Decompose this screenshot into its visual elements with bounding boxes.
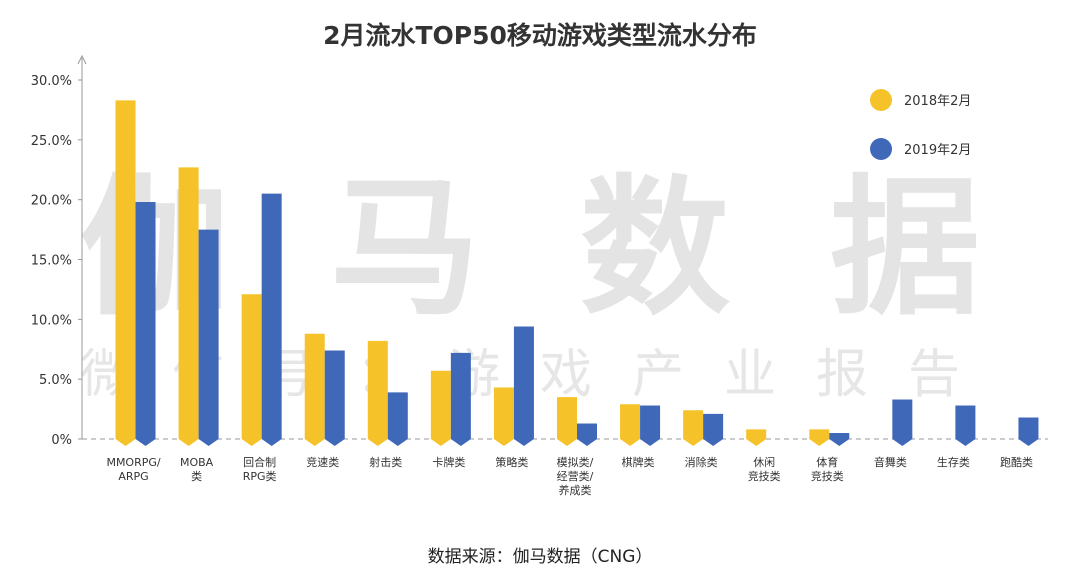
- chart-title: 2月流水TOP50移动游戏类型流水分布: [323, 21, 757, 50]
- bar-2018-7: [557, 397, 577, 446]
- bar-2019-7: [577, 423, 597, 446]
- x-category-label: 音舞类: [874, 455, 907, 469]
- axes: 0% 5.0% 10.0% 15.0% 20.0% 25.0% 30.0%: [31, 54, 1048, 448]
- x-category-label: 棋牌类: [622, 455, 655, 469]
- legend-label-2019: 2019年2月: [904, 143, 971, 158]
- bar-2019-8: [640, 405, 661, 446]
- x-category-label: 卡牌类: [432, 455, 465, 469]
- bar-2018-3: [304, 333, 325, 446]
- y-tick-label: 30.0%: [31, 74, 72, 89]
- x-category-label: 策略类: [495, 455, 528, 469]
- x-category-label: 跑酷类: [1000, 455, 1033, 469]
- x-category-label: 模拟类/经营类/养成类: [557, 455, 594, 497]
- y-tick-label: 5.0%: [39, 373, 72, 388]
- x-category-label: 生存类: [937, 455, 970, 469]
- bar-2019-13: [955, 405, 976, 446]
- bar-2019-5: [450, 352, 471, 446]
- bar-2018-10: [746, 429, 767, 446]
- bars: [115, 100, 1039, 447]
- x-category-label: MOBA 类: [180, 456, 214, 483]
- source-note: 数据来源：伽马数据（CNG）: [428, 547, 653, 567]
- legend: 2018年2月 2019年2月: [870, 89, 971, 160]
- bar-2019-12: [892, 399, 913, 446]
- y-axis-arrow: [77, 54, 87, 65]
- x-category-label: 回合制 RPG类: [243, 455, 277, 483]
- bar-2019-0: [135, 202, 156, 446]
- category-labels: MMORPG/ARPG MOBA 类 回合制 RPG类 竞速类 射击类 卡牌类 策略类 模拟类/经…: [106, 455, 1033, 497]
- bar-2019-6: [513, 326, 534, 446]
- bar-2018-9: [683, 410, 704, 446]
- bar-2018-4: [367, 340, 388, 446]
- y-tick-label: 0%: [51, 433, 72, 448]
- bar-2018-0: [115, 100, 136, 447]
- watermark: 伽马数据 微信号：游戏产业报告: [80, 162, 1080, 405]
- y-tick-label: 10.0%: [31, 313, 72, 328]
- x-category-label: 射击类: [369, 455, 402, 469]
- x-category-label: 休闲竞技类: [748, 455, 781, 483]
- watermark-main: 伽马数据: [80, 162, 1080, 336]
- bar-2018-11: [809, 429, 830, 446]
- bar-2018-1: [178, 167, 199, 446]
- bar-2019-11: [829, 433, 850, 446]
- legend-swatch-2019: [870, 138, 892, 160]
- bar-2019-3: [324, 350, 345, 446]
- bar-2018-5: [430, 370, 451, 446]
- x-category-label: 消除类: [685, 455, 718, 469]
- bar-2018-8: [620, 404, 641, 446]
- bar-2018-2: [241, 294, 262, 446]
- bar-2019-14: [1018, 417, 1039, 446]
- y-tick-label: 20.0%: [31, 194, 72, 209]
- legend-label-2018: 2018年2月: [904, 94, 971, 109]
- x-category-label: MMORPG/ARPG: [106, 456, 160, 483]
- bar-2018-6: [493, 387, 514, 446]
- bar-2019-2: [261, 193, 282, 446]
- legend-swatch-2018: [870, 89, 892, 111]
- bar-2019-4: [387, 392, 408, 446]
- y-tick-label: 15.0%: [31, 254, 72, 269]
- bar-2019-1: [198, 229, 219, 446]
- x-category-label: 竞速类: [306, 455, 339, 469]
- x-category-label: 体育竞技类: [811, 455, 844, 483]
- y-tick-label: 25.0%: [31, 134, 72, 149]
- bar-2019-9: [703, 413, 724, 446]
